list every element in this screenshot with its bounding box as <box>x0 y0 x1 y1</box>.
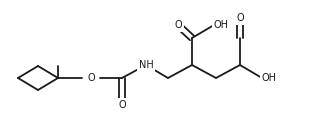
Text: OH: OH <box>262 73 277 83</box>
Text: O: O <box>236 13 244 23</box>
Text: O: O <box>87 73 95 83</box>
Text: NH: NH <box>139 60 153 70</box>
Text: OH: OH <box>214 20 229 30</box>
Text: O: O <box>118 100 126 110</box>
Text: O: O <box>174 20 182 30</box>
